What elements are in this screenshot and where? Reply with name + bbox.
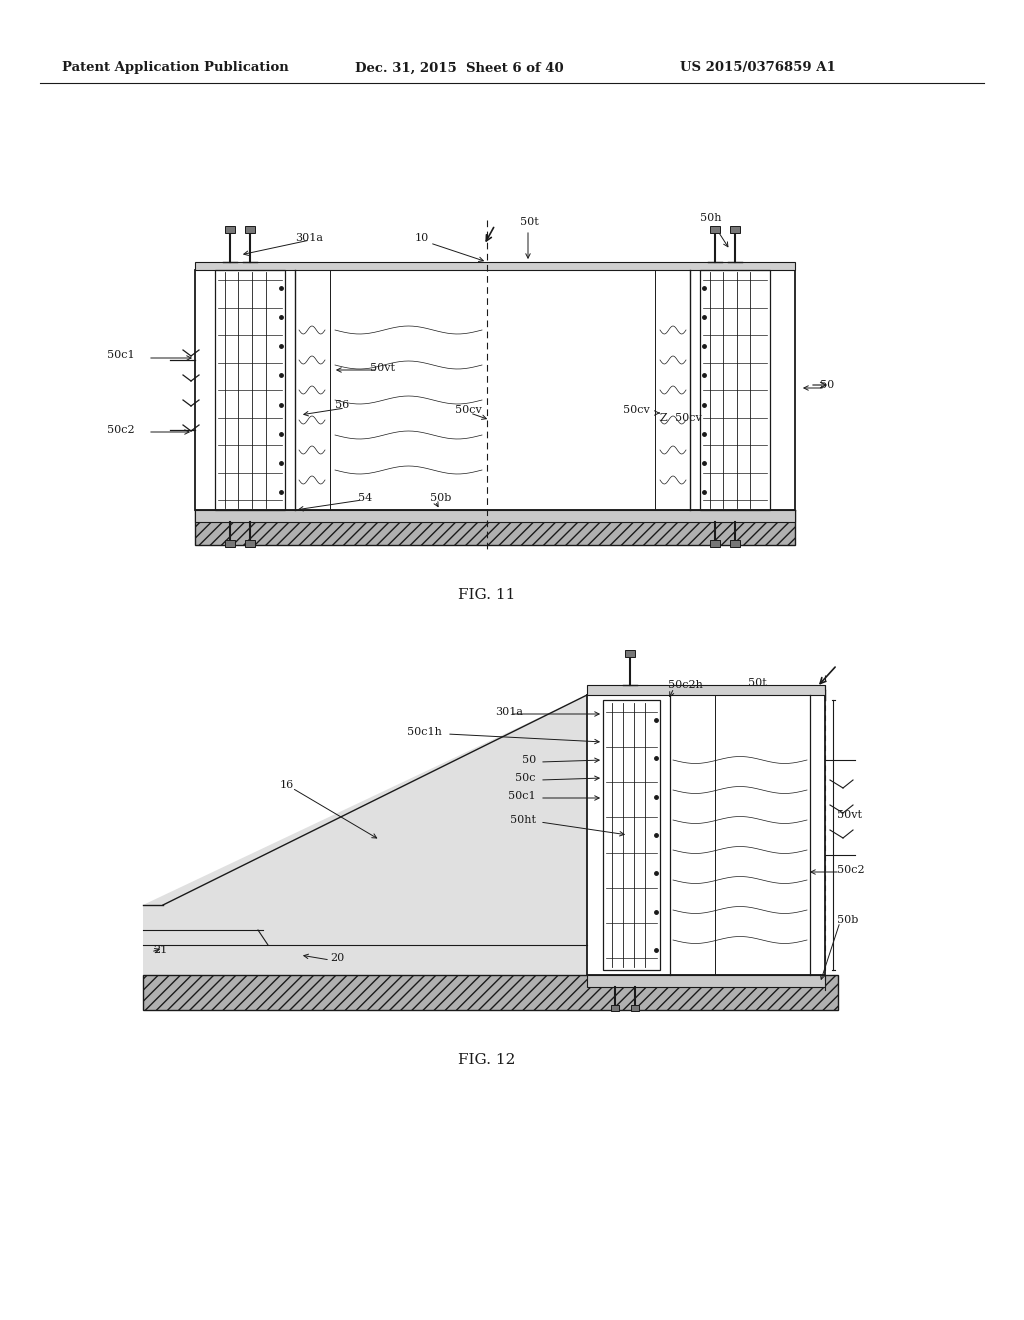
Text: 10: 10 xyxy=(415,234,429,243)
Text: 21: 21 xyxy=(153,945,167,954)
Text: 50: 50 xyxy=(820,380,835,389)
Bar xyxy=(730,226,740,234)
Polygon shape xyxy=(195,510,795,545)
Bar xyxy=(215,271,285,510)
Text: 50h: 50h xyxy=(700,213,722,223)
Bar xyxy=(730,540,740,546)
Bar xyxy=(631,1005,639,1011)
Bar xyxy=(195,271,795,510)
Text: 50c2: 50c2 xyxy=(108,425,135,436)
Text: 301a: 301a xyxy=(295,234,323,243)
Bar xyxy=(700,271,770,510)
Text: 50c1: 50c1 xyxy=(108,350,135,360)
Text: 20: 20 xyxy=(330,953,344,964)
Text: 50b: 50b xyxy=(430,492,452,503)
Text: Dec. 31, 2015  Sheet 6 of 40: Dec. 31, 2015 Sheet 6 of 40 xyxy=(355,62,563,74)
Bar xyxy=(587,975,825,987)
Text: 50c1h: 50c1h xyxy=(408,727,442,737)
Text: 50c1: 50c1 xyxy=(508,791,536,801)
Text: US 2015/0376859 A1: US 2015/0376859 A1 xyxy=(680,62,836,74)
Text: 50t: 50t xyxy=(520,216,539,227)
Text: 50vt: 50vt xyxy=(370,363,395,374)
Text: 50t: 50t xyxy=(748,678,767,688)
Text: 50cv: 50cv xyxy=(624,405,650,414)
Text: FIG. 11: FIG. 11 xyxy=(459,587,516,602)
Text: 16: 16 xyxy=(280,780,294,789)
Bar xyxy=(195,261,795,271)
Text: 50c2: 50c2 xyxy=(837,865,864,875)
Text: 50cv: 50cv xyxy=(675,413,701,422)
Bar xyxy=(625,649,635,657)
Text: 50vt: 50vt xyxy=(837,810,862,820)
Text: 50c: 50c xyxy=(515,774,536,783)
Text: 50cv: 50cv xyxy=(455,405,481,414)
Text: 50: 50 xyxy=(522,755,536,766)
Bar xyxy=(245,226,255,234)
Bar xyxy=(195,510,795,521)
Bar xyxy=(603,700,660,970)
Bar xyxy=(225,540,234,546)
Text: Z: Z xyxy=(660,413,668,422)
Bar xyxy=(225,226,234,234)
Text: 56: 56 xyxy=(335,400,349,411)
Text: 50c2h: 50c2h xyxy=(668,680,702,690)
Bar xyxy=(587,685,825,696)
Text: Patent Application Publication: Patent Application Publication xyxy=(62,62,289,74)
Text: 50ht: 50ht xyxy=(510,814,536,825)
Bar xyxy=(710,540,720,546)
Text: 54: 54 xyxy=(358,492,373,503)
Polygon shape xyxy=(143,696,587,975)
Text: FIG. 12: FIG. 12 xyxy=(459,1053,516,1067)
Bar xyxy=(587,696,825,975)
Bar xyxy=(611,1005,618,1011)
Bar xyxy=(710,226,720,234)
Polygon shape xyxy=(143,975,838,1010)
Text: 50b: 50b xyxy=(837,915,858,925)
Text: 301a: 301a xyxy=(495,708,523,717)
Bar xyxy=(245,540,255,546)
